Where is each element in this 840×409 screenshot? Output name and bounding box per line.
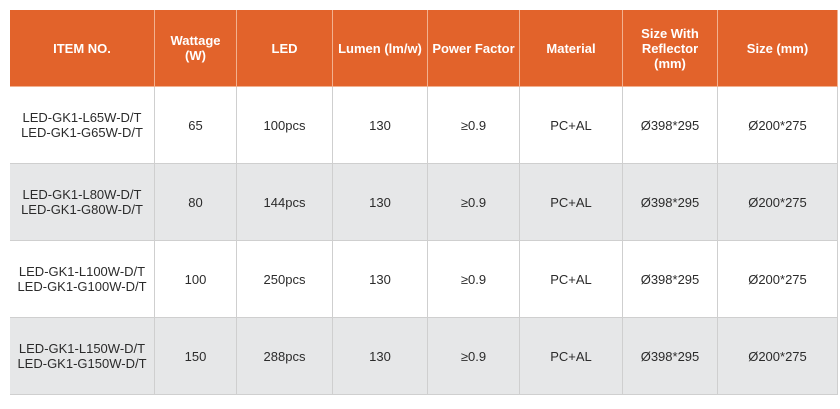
table-cell: Ø398*295 xyxy=(623,241,718,318)
item-number: LED-GK1-L150W-D/T xyxy=(18,341,146,356)
table-cell: Ø398*295 xyxy=(623,164,718,241)
table-cell: Ø200*275 xyxy=(718,164,838,241)
table-cell: 130 xyxy=(333,241,428,318)
table-cell: LED-GK1-L150W-D/T LED-GK1-G150W-D/T xyxy=(10,318,155,395)
header-text: ITEM NO. xyxy=(53,40,111,56)
table-cell: 65 xyxy=(155,87,237,164)
cell-text: ≥0.9 xyxy=(460,271,487,287)
header-cell: ITEM NO. xyxy=(10,10,155,87)
item-number: LED-GK1-G65W-D/T xyxy=(21,125,143,140)
table-cell: 100 xyxy=(155,241,237,318)
header-text: Material xyxy=(546,40,596,56)
cell-text: 288pcs xyxy=(263,348,306,364)
table-cell: LED-GK1-L100W-D/T LED-GK1-G100W-D/T xyxy=(10,241,155,318)
header-cell: LED xyxy=(237,10,333,87)
item-number: LED-GK1-G80W-D/T xyxy=(21,202,143,217)
cell-text: PC+AL xyxy=(550,271,592,287)
table-cell: 250pcs xyxy=(237,241,333,318)
item-number: LED-GK1-L80W-D/T xyxy=(22,187,142,202)
cell-text: Ø398*295 xyxy=(640,194,700,210)
cell-text: 130 xyxy=(369,117,391,133)
header-text: LED xyxy=(271,40,298,56)
item-number: LED-GK1-L65W-D/T xyxy=(22,110,142,125)
cell-text: Ø200*275 xyxy=(748,348,807,364)
cell-text: Ø398*295 xyxy=(640,271,700,287)
table-cell: ≥0.9 xyxy=(428,318,520,395)
table-cell: 130 xyxy=(333,164,428,241)
cell-text: Ø398*295 xyxy=(640,117,700,133)
header-text: Wattage (W) xyxy=(170,33,221,63)
header-cell: Size (mm) xyxy=(718,10,838,87)
header-cell: Power Factor xyxy=(428,10,520,87)
cell-text: 130 xyxy=(369,194,391,210)
cell-text: PC+AL xyxy=(550,117,592,133)
cell-text: Ø200*275 xyxy=(748,271,807,287)
table-cell: ≥0.9 xyxy=(428,164,520,241)
cell-text: 150 xyxy=(184,348,207,364)
table-cell: Ø200*275 xyxy=(718,87,838,164)
cell-text: ≥0.9 xyxy=(460,117,487,133)
cell-text: 130 xyxy=(369,271,391,287)
table-cell: 130 xyxy=(333,87,428,164)
header-text: Size (mm) xyxy=(746,40,809,56)
table-cell: Ø200*275 xyxy=(718,318,838,395)
spec-table: ITEM NO. Wattage (W) LED Lumen (lm/w) Power … xyxy=(10,10,838,395)
cell-text: Ø200*275 xyxy=(748,117,807,133)
cell-text: 65 xyxy=(188,117,203,133)
cell-text: PC+AL xyxy=(550,348,592,364)
header-text: Size With Reflector (mm) xyxy=(641,25,699,71)
cell-text: 80 xyxy=(188,194,203,210)
table-cell: ≥0.9 xyxy=(428,87,520,164)
cell-text: Ø398*295 xyxy=(640,348,700,364)
table-cell: LED-GK1-L80W-D/T LED-GK1-G80W-D/T xyxy=(10,164,155,241)
table-cell: PC+AL xyxy=(520,241,623,318)
cell-text: 144pcs xyxy=(263,194,306,210)
table-cell: LED-GK1-L65W-D/T LED-GK1-G65W-D/T xyxy=(10,87,155,164)
header-text: Lumen (lm/w) xyxy=(338,40,422,56)
table-cell: 130 xyxy=(333,318,428,395)
cell-text: 130 xyxy=(369,348,391,364)
table-cell: 144pcs xyxy=(237,164,333,241)
header-cell: Wattage (W) xyxy=(155,10,237,87)
table-cell: 288pcs xyxy=(237,318,333,395)
table-cell: PC+AL xyxy=(520,318,623,395)
cell-text: ≥0.9 xyxy=(460,348,487,364)
header-text: Power Factor xyxy=(432,40,515,56)
cell-text: 250pcs xyxy=(263,271,306,287)
table-cell: Ø200*275 xyxy=(718,241,838,318)
header-cell: Lumen (lm/w) xyxy=(333,10,428,87)
item-number: LED-GK1-G150W-D/T xyxy=(17,356,147,371)
header-cell: Material xyxy=(520,10,623,87)
cell-text: ≥0.9 xyxy=(460,194,487,210)
item-number: LED-GK1-L100W-D/T xyxy=(18,264,146,279)
item-number: LED-GK1-G100W-D/T xyxy=(17,279,147,294)
table-cell: PC+AL xyxy=(520,87,623,164)
table-cell: ≥0.9 xyxy=(428,241,520,318)
table-cell: PC+AL xyxy=(520,164,623,241)
cell-text: Ø200*275 xyxy=(748,194,807,210)
cell-text: PC+AL xyxy=(550,194,592,210)
table-cell: 150 xyxy=(155,318,237,395)
header-cell: Size With Reflector (mm) xyxy=(623,10,718,87)
cell-text: 100pcs xyxy=(263,117,306,133)
table-cell: 80 xyxy=(155,164,237,241)
table-cell: Ø398*295 xyxy=(623,318,718,395)
table-cell: 100pcs xyxy=(237,87,333,164)
cell-text: 100 xyxy=(184,271,207,287)
table-cell: Ø398*295 xyxy=(623,87,718,164)
